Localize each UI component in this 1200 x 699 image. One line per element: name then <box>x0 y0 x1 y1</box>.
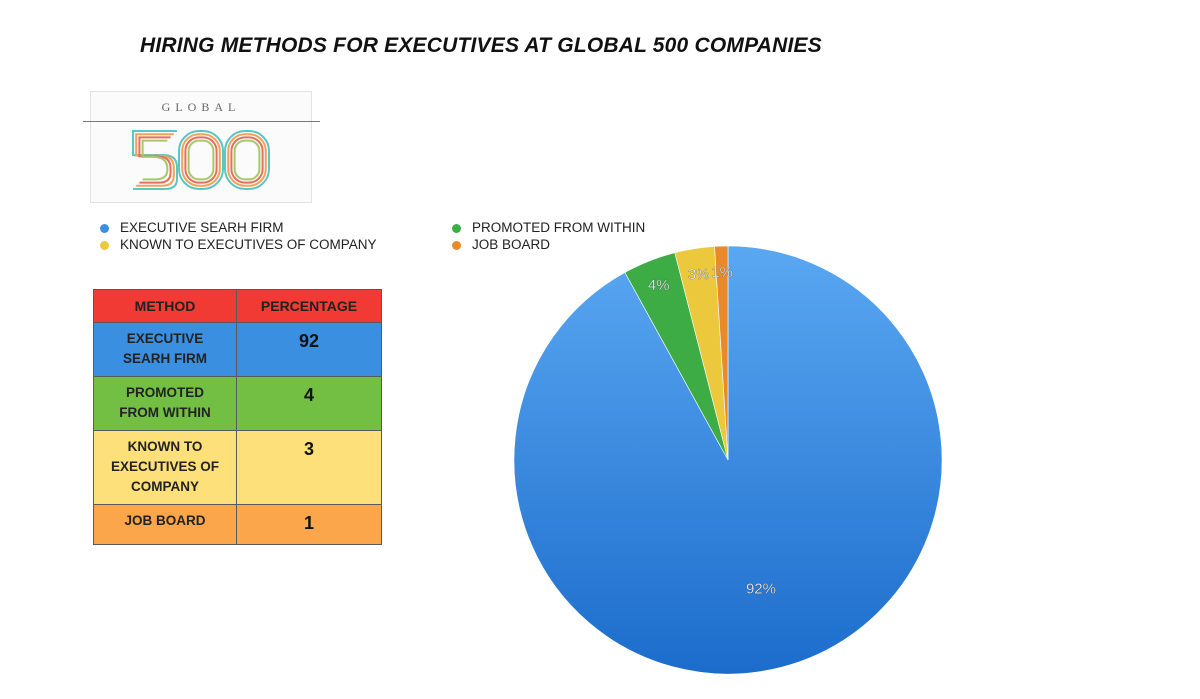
legend-swatch <box>100 224 109 233</box>
table-header-row: METHOD PERCENTAGE <box>93 289 382 323</box>
percentage-cell: 1 <box>236 504 382 545</box>
logo-digit-stroke <box>230 136 264 184</box>
logo-divider <box>83 121 320 122</box>
pie-slice <box>513 245 943 675</box>
logo-digit-stroke <box>187 139 215 181</box>
logo-number-500 <box>132 130 270 190</box>
method-cell: JOB BOARD <box>93 504 237 545</box>
legend-label: EXECUTIVE SEARH FIRM <box>120 220 284 235</box>
pie-chart: 92% 4% 3% 1% <box>513 245 943 675</box>
percentage-cell: 3 <box>236 430 382 505</box>
slice-label: 3% <box>688 266 710 283</box>
logo-digit-stroke <box>181 133 221 187</box>
slice-label: 4% <box>648 277 670 294</box>
table-row: KNOWN TO EXECUTIVES OF COMPANY 3 <box>93 430 382 505</box>
pie-slice <box>714 245 729 461</box>
logo-digit-stroke <box>141 139 169 181</box>
logo-digit-stroke <box>233 139 261 181</box>
logo-digit-stroke <box>184 136 218 184</box>
legend-swatch <box>100 241 109 250</box>
legend-swatch <box>452 224 461 233</box>
global-500-logo <box>90 91 312 203</box>
legend-swatch <box>452 241 461 250</box>
table-row: JOB BOARD 1 <box>93 504 382 545</box>
logo-digit-stroke <box>227 133 267 187</box>
legend-label: KNOWN TO EXECUTIVES OF COMPANY <box>120 237 377 252</box>
header-percentage: PERCENTAGE <box>236 289 382 323</box>
method-cell: PROMOTED FROM WITHIN <box>93 376 237 431</box>
table-row: EXECUTIVE SEARH FIRM 92 <box>93 322 382 377</box>
percentage-cell: 92 <box>236 322 382 377</box>
slice-label: 92% <box>746 581 776 598</box>
logo-digit-stroke <box>224 130 270 190</box>
legend-label: PROMOTED FROM WITHIN <box>472 220 646 235</box>
logo-word: GLOBAL <box>161 100 241 114</box>
method-cell: KNOWN TO EXECUTIVES OF COMPANY <box>93 430 237 505</box>
logo-digit-stroke <box>178 130 224 190</box>
chart-title: HIRING METHODS FOR EXECUTIVES AT GLOBAL … <box>140 34 822 57</box>
legend-label: JOB BOARD <box>472 237 551 252</box>
data-table: METHOD PERCENTAGE EXECUTIVE SEARH FIRM 9… <box>93 289 382 545</box>
table-row: PROMOTED FROM WITHIN 4 <box>93 376 382 431</box>
method-cell: EXECUTIVE SEARH FIRM <box>93 322 237 377</box>
header-method: METHOD <box>93 289 237 323</box>
percentage-cell: 4 <box>236 376 382 431</box>
slice-label: 1% <box>711 264 733 281</box>
